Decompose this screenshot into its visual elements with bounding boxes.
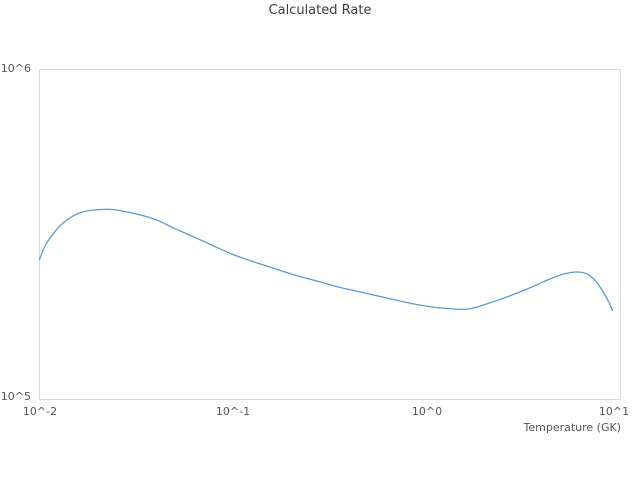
x-axis-label: Temperature (GK): [523, 421, 622, 434]
x-tick-label-1e0: 10^0: [411, 405, 443, 418]
plot-area: [39, 69, 621, 400]
y-tick-label-1e5: 10^5: [0, 390, 31, 403]
x-tick-label-1e1: 10^1: [598, 405, 630, 418]
x-tick-label-1e-1: 10^-1: [215, 405, 251, 418]
y-tick-label-1e6: 10^6: [0, 62, 31, 75]
x-tick-label-1e-2: 10^-2: [22, 405, 58, 418]
chart-title: Calculated Rate: [268, 3, 372, 18]
